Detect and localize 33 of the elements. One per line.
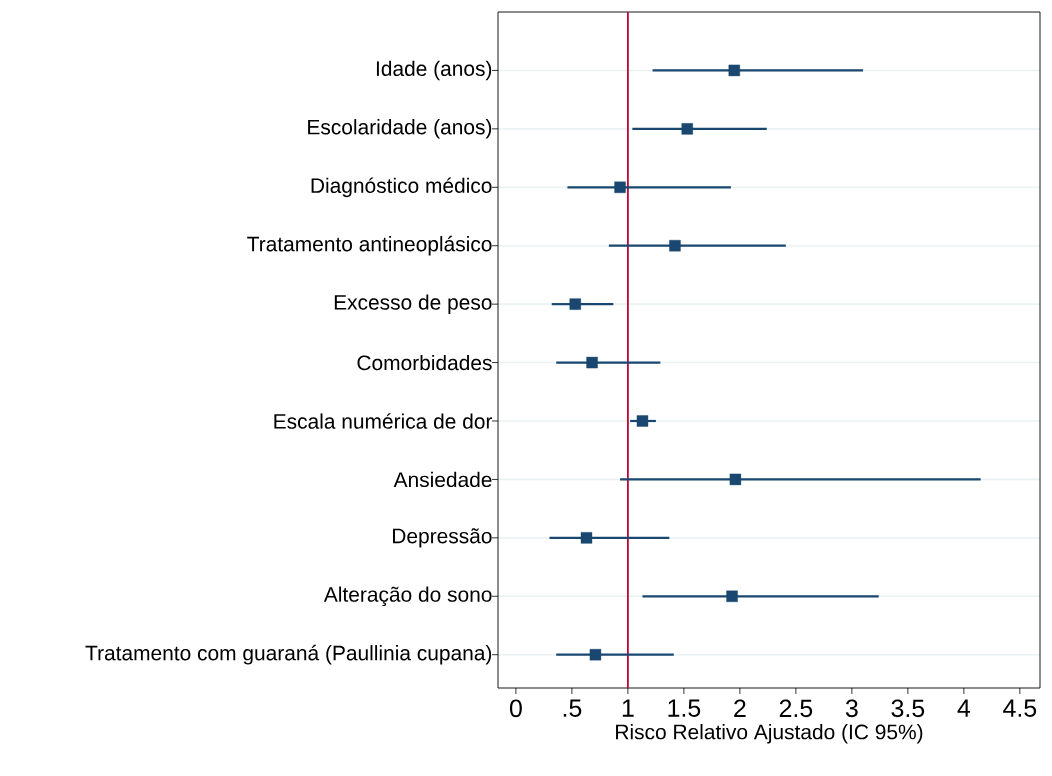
- x-tick-label: 4: [957, 699, 971, 717]
- point: [586, 356, 598, 369]
- y-tick-label: Tratamento com guaraná (Paullinia cupana): [85, 644, 492, 665]
- point: [636, 415, 649, 427]
- y-tick-label: Escala numérica de dor: [274, 413, 493, 429]
- x-tick-label: 1: [622, 699, 634, 717]
- x-tick-label: .5: [563, 699, 582, 717]
- x-axis-title: Risco Relativo Ajustado (IC 95%): [616, 724, 923, 744]
- y-tick-label: Excesso de peso: [334, 294, 492, 314]
- x-tick-label: 2.5: [779, 699, 813, 718]
- point: [580, 532, 593, 544]
- y-tick-label: Diagnóstico médico: [311, 177, 492, 198]
- y-tick-label: Alteração do sono: [323, 586, 492, 607]
- y-tick-label: Tratamento antineoplásico: [247, 235, 492, 256]
- point: [569, 298, 581, 310]
- y-tick-label: Comorbidades: [357, 354, 492, 371]
- point: [589, 649, 602, 661]
- y-tick-label: Ansiedade: [393, 471, 492, 488]
- point: [614, 181, 626, 193]
- point: [669, 240, 681, 252]
- point: [728, 64, 740, 77]
- y-tick-label: Idade (anos): [376, 60, 492, 81]
- point: [729, 473, 742, 486]
- x-tick-label: 3.5: [891, 699, 925, 718]
- y-tick-label: Depressão: [393, 528, 492, 548]
- x-tick-label: 1.5: [668, 699, 701, 717]
- x-tick-label: 0: [509, 699, 522, 718]
- point: [681, 123, 693, 135]
- y-tick-label: Escolaridade (anos): [308, 119, 492, 139]
- point: [726, 590, 738, 602]
- x-tick-label: 4.5: [1003, 699, 1037, 717]
- x-tick-label: 2: [734, 699, 746, 717]
- x-tick-label: 3: [845, 699, 858, 718]
